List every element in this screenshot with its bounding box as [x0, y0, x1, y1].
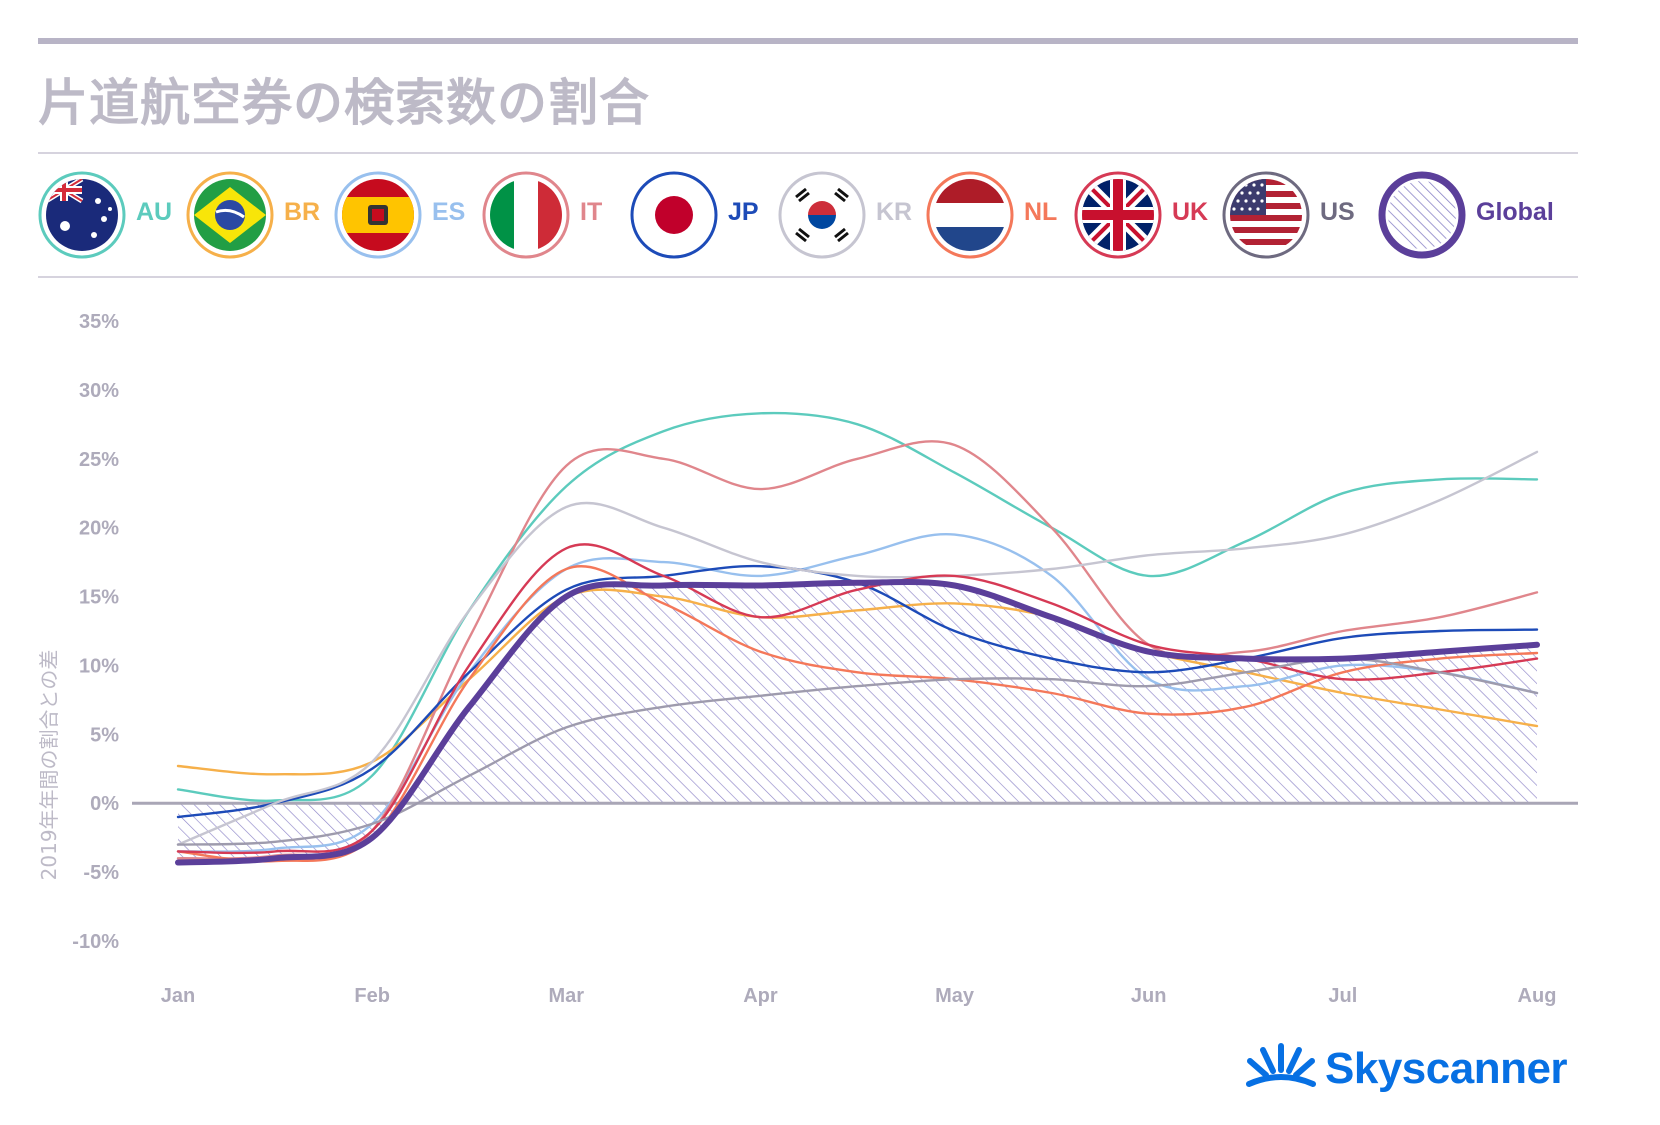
x-tick-label: Aug — [1518, 985, 1557, 1007]
y-tick-label: 20% — [79, 518, 119, 540]
divider-bottom — [38, 276, 1578, 278]
x-axis: Jan Feb Mar Apr May Jun Jul Aug — [161, 985, 1557, 1007]
x-tick-label: Mar — [548, 985, 584, 1007]
us-flag-icon — [1222, 171, 1310, 259]
legend-label: Global — [1476, 198, 1554, 226]
australia-flag-icon — [38, 171, 126, 259]
series-lines — [175, 411, 1540, 866]
x-tick-label: Feb — [354, 985, 390, 1007]
legend-label: ES — [432, 198, 466, 226]
global-area-fill — [178, 582, 1537, 863]
line-chart: 2019年年間の割合との差 35% 30% 25% 20% 15% 10% 5% 0% -5% -… — [37, 311, 1578, 1007]
brand-name: Skyscanner — [1325, 1044, 1568, 1093]
legend-label: IT — [580, 198, 603, 226]
series-line-kr — [176, 450, 1539, 846]
y-tick-label: 0% — [90, 793, 119, 815]
x-tick-label: Jan — [161, 985, 195, 1007]
chart-title: 片道航空券の検索数の割合 — [38, 74, 650, 132]
y-tick-label: -5% — [83, 862, 119, 884]
legend: AU BR ES — [38, 168, 1588, 262]
y-tick-label: 10% — [79, 655, 119, 677]
y-axis: 35% 30% 25% 20% 15% 10% 5% 0% -5% -10% — [72, 311, 119, 953]
legend-label: US — [1320, 198, 1355, 226]
global-hatched-icon — [1378, 171, 1466, 259]
series-line-it — [176, 440, 1539, 860]
legend-label: AU — [136, 198, 173, 226]
y-tick-label: 5% — [90, 724, 119, 746]
legend-label: KR — [876, 198, 913, 226]
y-tick-label: 30% — [79, 380, 119, 402]
y-axis-label: 2019年年間の割合との差 — [37, 650, 61, 881]
netherlands-flag-icon — [926, 171, 1014, 259]
divider-top — [38, 152, 1578, 154]
x-tick-label: Apr — [743, 985, 778, 1007]
x-tick-label: Jun — [1131, 985, 1167, 1007]
skyscanner-logo: Skyscanner — [1245, 1040, 1585, 1100]
legend-label: NL — [1024, 198, 1058, 226]
series-line-uk — [176, 543, 1539, 855]
y-tick-label: -10% — [72, 931, 119, 953]
y-tick-label: 35% — [79, 311, 119, 333]
global-area — [178, 582, 1537, 863]
uk-flag-icon — [1074, 171, 1162, 259]
spain-flag-icon — [334, 171, 422, 259]
series-line-es — [176, 532, 1539, 853]
y-tick-label: 25% — [79, 449, 119, 471]
series-line-global — [175, 579, 1540, 866]
series-line-jp — [176, 564, 1539, 819]
x-tick-label: May — [935, 985, 975, 1007]
legend-label: UK — [1172, 198, 1209, 226]
korea-flag-icon — [778, 171, 866, 259]
legend-label: BR — [284, 198, 321, 226]
y-tick-label: 15% — [79, 587, 119, 609]
brazil-flag-icon — [186, 171, 274, 259]
series-line-au — [176, 411, 1539, 802]
legend-label: JP — [728, 198, 759, 226]
italy-flag-icon — [482, 171, 570, 259]
series-line-nl — [176, 565, 1539, 863]
japan-flag-icon — [630, 171, 718, 259]
series-line-br — [176, 588, 1539, 776]
x-tick-label: Jul — [1328, 985, 1357, 1007]
skyscanner-sunrise-icon — [1246, 1043, 1316, 1087]
top-rule — [38, 38, 1578, 44]
